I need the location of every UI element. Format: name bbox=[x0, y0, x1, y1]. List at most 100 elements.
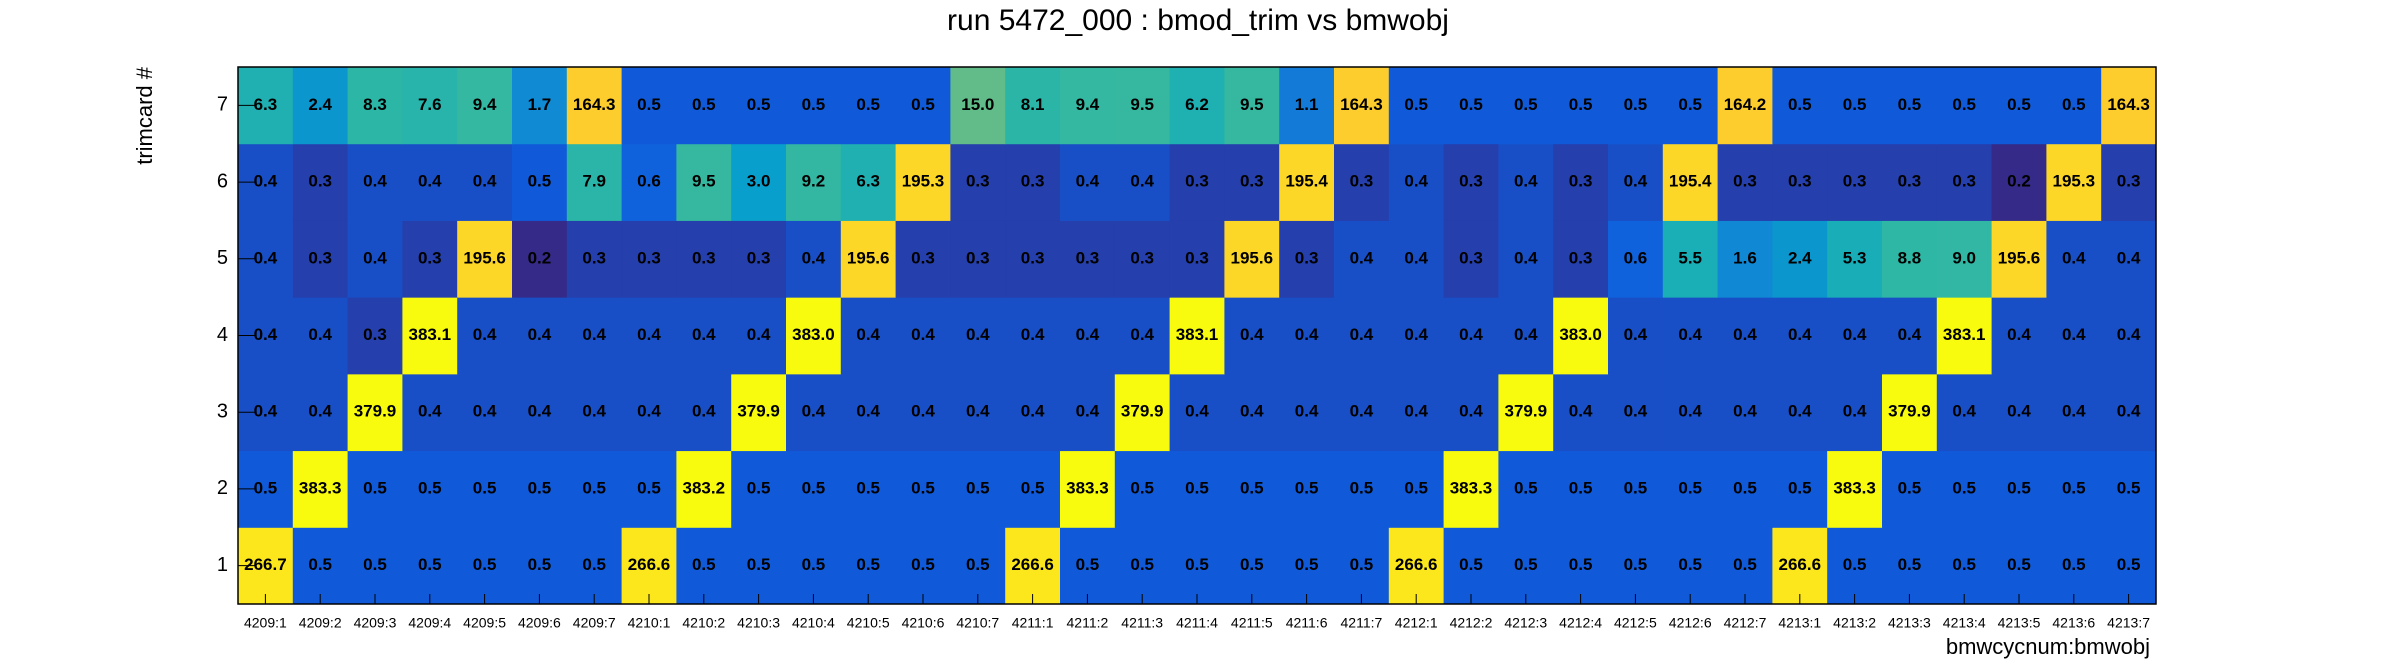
cell-label: 0.4 bbox=[1898, 325, 1922, 344]
cell-label: 266.6 bbox=[1011, 555, 1054, 574]
x-tick-label: 4213:3 bbox=[1888, 615, 1931, 631]
cell-label: 0.4 bbox=[1076, 402, 1100, 421]
cell-label: 0.5 bbox=[1240, 478, 1264, 497]
heatmap-cell bbox=[402, 297, 458, 375]
heatmap-cell bbox=[1991, 373, 2047, 452]
heatmap-cell bbox=[1169, 67, 1225, 145]
cell-label: 379.9 bbox=[1121, 402, 1164, 421]
x-tick-label: 4211:7 bbox=[1341, 615, 1383, 631]
cell-label: 0.3 bbox=[1952, 172, 1976, 191]
cell-label: 0.3 bbox=[1459, 172, 1483, 191]
x-tick-label: 4213:4 bbox=[1943, 615, 1986, 631]
heatmap-cell bbox=[1334, 450, 1390, 528]
heatmap-cell bbox=[1498, 373, 1554, 452]
x-tick-label: 4209:2 bbox=[299, 615, 342, 631]
cell-label: 0.4 bbox=[1295, 325, 1319, 344]
cell-label: 164.3 bbox=[1340, 95, 1383, 114]
heatmap-cell bbox=[1005, 220, 1061, 298]
heatmap-cell bbox=[1443, 373, 1499, 452]
heatmap-cell bbox=[1224, 220, 1280, 298]
cell-label: 0.5 bbox=[1678, 478, 1702, 497]
cell-label: 0.5 bbox=[1898, 555, 1922, 574]
heatmap-cell bbox=[1553, 297, 1609, 375]
cell-label: 0.3 bbox=[1076, 248, 1100, 267]
heatmap-cell bbox=[1114, 143, 1171, 221]
heatmap-cell bbox=[1114, 297, 1171, 375]
heatmap-cell bbox=[731, 143, 787, 221]
heatmap-cell bbox=[566, 67, 623, 145]
heatmap-cell bbox=[292, 450, 349, 528]
y-tick-label: 2 bbox=[217, 477, 228, 499]
cell-label: 0.5 bbox=[802, 95, 826, 114]
cell-label: 1.1 bbox=[1295, 95, 1319, 114]
heatmap-cell bbox=[1334, 373, 1390, 452]
cell-label: 0.5 bbox=[1952, 478, 1976, 497]
cell-label: 9.0 bbox=[1952, 248, 1976, 267]
heatmap-cell bbox=[1060, 143, 1116, 221]
heatmap-cell bbox=[1114, 373, 1171, 452]
heatmap-cell bbox=[2046, 220, 2102, 298]
cell-label: 0.4 bbox=[1843, 325, 1867, 344]
heatmap-cell bbox=[1827, 67, 1883, 145]
cell-label: 0.4 bbox=[363, 248, 387, 267]
heatmap-cell bbox=[1772, 450, 1828, 528]
cell-label: 0.4 bbox=[1404, 248, 1428, 267]
cell-label: 0.4 bbox=[1185, 402, 1209, 421]
heatmap-cell bbox=[1279, 67, 1335, 145]
cell-label: 0.5 bbox=[1404, 95, 1428, 114]
cell-label: 0.5 bbox=[2062, 478, 2086, 497]
cell-label: 195.6 bbox=[463, 248, 506, 267]
cell-label: 7.6 bbox=[418, 95, 442, 114]
heatmap-cell bbox=[731, 67, 787, 145]
heatmap-cell bbox=[840, 297, 897, 375]
heatmap-cell bbox=[292, 220, 349, 298]
heatmap-cell bbox=[1608, 450, 1664, 528]
heatmap-cell bbox=[512, 297, 568, 375]
x-tick-label: 4210:2 bbox=[682, 615, 725, 631]
cell-label: 266.6 bbox=[1395, 555, 1438, 574]
cell-label: 195.3 bbox=[2053, 172, 2096, 191]
heatmap-cell bbox=[950, 220, 1006, 298]
cell-label: 0.4 bbox=[1076, 325, 1100, 344]
cell-label: 0.5 bbox=[1130, 478, 1154, 497]
heatmap-cell bbox=[1662, 67, 1719, 145]
heatmap-cell bbox=[676, 143, 732, 221]
heatmap-cell bbox=[840, 450, 897, 528]
x-tick-label: 4212:1 bbox=[1395, 615, 1438, 631]
heatmap-cell bbox=[1936, 297, 1993, 375]
cell-label: 0.4 bbox=[637, 402, 661, 421]
heatmap-cell bbox=[786, 373, 842, 452]
heatmap-cell bbox=[840, 373, 897, 452]
heatmap-cell bbox=[1662, 373, 1719, 452]
heatmap-cell bbox=[840, 220, 897, 298]
heatmap-cell bbox=[347, 527, 403, 605]
cell-label: 0.4 bbox=[1350, 325, 1374, 344]
cell-label: 0.4 bbox=[2007, 402, 2031, 421]
cell-label: 0.5 bbox=[1624, 478, 1648, 497]
cell-label: 0.5 bbox=[1514, 555, 1538, 574]
cell-label: 0.4 bbox=[1404, 325, 1428, 344]
cell-label: 0.5 bbox=[1404, 478, 1428, 497]
heatmap-cell bbox=[1224, 297, 1280, 375]
heatmap-cell bbox=[1608, 67, 1664, 145]
heatmap-cell bbox=[2046, 373, 2102, 452]
heatmap-cell bbox=[2101, 297, 2157, 375]
heatmap-cell bbox=[950, 373, 1006, 452]
cell-label: 0.5 bbox=[418, 555, 442, 574]
cell-label: 0.4 bbox=[911, 325, 935, 344]
heatmap-cell bbox=[1717, 450, 1773, 528]
cell-label: 0.4 bbox=[856, 402, 880, 421]
heatmap-cell bbox=[1772, 143, 1828, 221]
cell-label: 0.5 bbox=[1952, 555, 1976, 574]
heatmap-cell bbox=[1443, 67, 1499, 145]
heatmap-cell bbox=[1060, 373, 1116, 452]
heatmap-cell bbox=[786, 297, 842, 375]
cell-label: 0.5 bbox=[1130, 555, 1154, 574]
cell-label: 0.5 bbox=[1678, 95, 1702, 114]
cell-label: 0.5 bbox=[911, 95, 935, 114]
x-tick-label: 4209:1 bbox=[244, 615, 287, 631]
cell-label: 0.3 bbox=[308, 172, 332, 191]
heatmap-cell bbox=[1882, 220, 1938, 298]
cell-label: 0.5 bbox=[966, 478, 990, 497]
